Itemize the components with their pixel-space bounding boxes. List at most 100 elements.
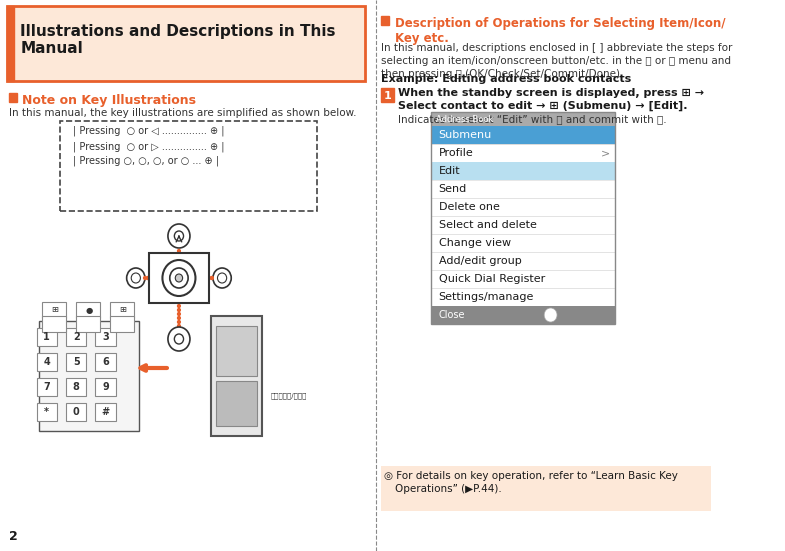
- Circle shape: [146, 277, 149, 279]
- Circle shape: [175, 274, 183, 282]
- Text: Select contact to edit → ⊞ (Submenu) → [Edit].: Select contact to edit → ⊞ (Submenu) → […: [398, 101, 688, 111]
- Text: Example: Editing address book contacts: Example: Editing address book contacts: [381, 74, 631, 84]
- Text: In this manual, descriptions enclosed in [ ] abbreviate the steps for
selecting : In this manual, descriptions enclosed in…: [381, 43, 732, 79]
- Bar: [431, 126, 615, 144]
- Bar: [37, 353, 57, 371]
- Text: Select and delete: Select and delete: [439, 220, 536, 230]
- Text: ⊞: ⊞: [119, 305, 126, 315]
- Text: 2: 2: [9, 530, 18, 543]
- Bar: [431, 216, 615, 234]
- Text: Key etc.: Key etc.: [395, 32, 448, 45]
- Text: 4: 4: [43, 357, 50, 367]
- Text: 6: 6: [102, 357, 109, 367]
- Text: #: #: [101, 407, 110, 417]
- Bar: [431, 180, 615, 198]
- Bar: [37, 328, 57, 346]
- Text: 1: 1: [43, 332, 50, 342]
- Circle shape: [162, 260, 195, 296]
- Text: Send: Send: [439, 184, 467, 194]
- Bar: [66, 403, 86, 421]
- Text: Indicates to select “Edit” with ⓙ and commit with ⓞ.: Indicates to select “Edit” with ⓙ and co…: [398, 114, 667, 124]
- Text: 1: 1: [383, 91, 391, 101]
- Text: 2: 2: [73, 332, 79, 342]
- Text: In this manual, the key illustrations are simplified as shown below.: In this manual, the key illustrations ar…: [9, 108, 356, 118]
- Circle shape: [177, 269, 181, 273]
- Bar: [431, 144, 615, 162]
- Text: ●: ●: [86, 305, 93, 315]
- Bar: [431, 112, 615, 126]
- Bar: [381, 466, 711, 511]
- Bar: [76, 316, 100, 332]
- Text: Description of Operations for Selecting Item/Icon/: Description of Operations for Selecting …: [395, 17, 725, 30]
- Bar: [110, 316, 134, 332]
- Bar: [381, 88, 394, 102]
- Circle shape: [177, 309, 181, 311]
- Bar: [431, 288, 615, 306]
- Text: ◎ For details on key operation, refer to “Learn Basic Key: ◎ For details on key operation, refer to…: [384, 471, 677, 481]
- Bar: [42, 316, 66, 332]
- FancyBboxPatch shape: [7, 6, 365, 81]
- Circle shape: [177, 305, 181, 307]
- Bar: [211, 316, 261, 436]
- Circle shape: [174, 334, 184, 344]
- Bar: [76, 302, 100, 318]
- Circle shape: [177, 325, 181, 327]
- Text: Close: Close: [439, 310, 466, 320]
- Bar: [66, 353, 86, 371]
- Bar: [148, 253, 210, 303]
- Circle shape: [168, 224, 190, 248]
- Circle shape: [210, 277, 214, 279]
- Circle shape: [177, 257, 181, 261]
- Text: 0: 0: [73, 407, 79, 417]
- Bar: [216, 326, 257, 376]
- Text: 9: 9: [102, 382, 109, 392]
- Text: Change view: Change view: [439, 238, 511, 248]
- Bar: [431, 234, 615, 252]
- Bar: [42, 302, 66, 318]
- Text: シャッター/マナー: シャッター/マナー: [271, 393, 307, 399]
- Bar: [431, 112, 615, 324]
- Text: Note on Key Illustrations: Note on Key Illustrations: [22, 94, 196, 107]
- Text: Submenu: Submenu: [439, 130, 492, 140]
- Text: 8: 8: [73, 382, 79, 392]
- Circle shape: [177, 250, 181, 252]
- Bar: [431, 198, 615, 216]
- Text: ⊞: ⊞: [52, 305, 59, 315]
- Bar: [381, 16, 389, 25]
- Bar: [96, 403, 115, 421]
- Text: Settings/manage: Settings/manage: [439, 292, 534, 302]
- Bar: [66, 328, 86, 346]
- Text: | Pressing  ○ or ◁ ............... ⊕ |: | Pressing ○ or ◁ ............... ⊕ |: [74, 126, 225, 137]
- Circle shape: [174, 231, 184, 241]
- Bar: [96, 328, 115, 346]
- Circle shape: [213, 268, 232, 288]
- Text: 5: 5: [73, 357, 79, 367]
- Bar: [38, 321, 140, 431]
- Text: Delete one: Delete one: [439, 202, 499, 212]
- Circle shape: [168, 327, 190, 351]
- Text: *: *: [44, 407, 49, 417]
- Bar: [7, 6, 14, 81]
- Text: >: >: [601, 148, 610, 158]
- Circle shape: [177, 262, 181, 264]
- Circle shape: [177, 316, 181, 320]
- Circle shape: [177, 253, 181, 257]
- Circle shape: [177, 312, 181, 316]
- Circle shape: [170, 268, 188, 288]
- Bar: [37, 378, 57, 396]
- Text: | Pressing ○, ○, ○, or ○ ... ⊕ |: | Pressing ○, ○, ○, or ○ ... ⊕ |: [74, 156, 220, 166]
- Text: | Pressing  ○ or ▷ ............... ⊕ |: | Pressing ○ or ▷ ............... ⊕ |: [74, 141, 225, 152]
- Text: Manual: Manual: [20, 41, 83, 56]
- Bar: [431, 306, 615, 324]
- Text: 3: 3: [102, 332, 109, 342]
- Text: Address Book: Address Book: [436, 115, 493, 123]
- Text: Illustrations and Descriptions in This: Illustrations and Descriptions in This: [20, 24, 336, 39]
- Bar: [431, 270, 615, 288]
- Bar: [431, 252, 615, 270]
- Text: Add/edit group: Add/edit group: [439, 256, 521, 266]
- Circle shape: [126, 268, 145, 288]
- Bar: [96, 378, 115, 396]
- Circle shape: [131, 273, 141, 283]
- Bar: [37, 403, 57, 421]
- Circle shape: [208, 277, 210, 279]
